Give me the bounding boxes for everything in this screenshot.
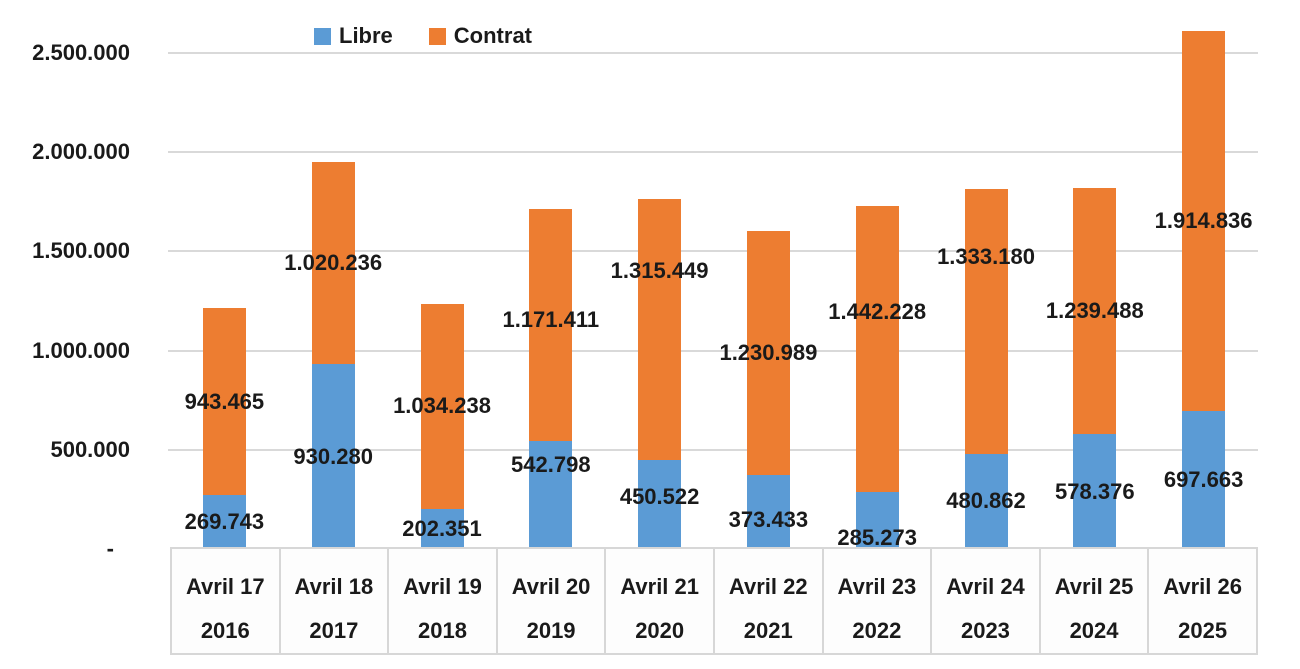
data-label-contrat: 1.020.236: [284, 250, 383, 276]
bar-segment-contrat: [746, 230, 790, 475]
y-tick-label: 2.000.000: [32, 139, 130, 165]
x-axis-cell: Avril 23 2022: [824, 549, 933, 653]
data-label-contrat: 1.333.180: [937, 244, 1035, 270]
bar-segment-contrat: [311, 162, 355, 365]
bar-segment-contrat: [638, 198, 682, 460]
x-axis-year-label: 2019: [526, 618, 576, 643]
y-tick-label: 1.000.000: [32, 337, 130, 363]
legend-label-contrat: Contrat: [453, 23, 533, 48]
y-tick-label: 500.000: [50, 436, 130, 462]
x-axis-year-label: 2022: [852, 618, 902, 643]
x-axis-year-label: 2020: [635, 618, 685, 643]
gridline: [168, 250, 1258, 253]
bar-segment-contrat: [1182, 30, 1226, 411]
x-axis-year-label: 2021: [743, 618, 793, 643]
data-label-contrat: 1.034.238: [393, 393, 491, 419]
x-axis-month-label: Avril 20: [511, 574, 591, 599]
y-tick-label: -: [106, 536, 114, 561]
x-axis-cell: Avril 21 2020: [606, 549, 715, 653]
bar-segment-contrat: [420, 303, 464, 509]
x-axis-year-label: 2024: [1069, 618, 1119, 643]
x-axis-cell: Avril 22 2021: [715, 549, 824, 653]
data-label-contrat: 1.239.488: [1045, 298, 1144, 324]
legend-item-contrat: Contrat: [428, 23, 533, 48]
y-tick-label: 1.500.000: [32, 238, 130, 264]
data-label-contrat: 1.442.228: [828, 299, 927, 325]
data-label-libre: 480.862: [946, 488, 1026, 514]
data-label-libre: 269.743: [184, 509, 265, 535]
bar-segment-libre: [855, 492, 899, 549]
data-label-libre: 285.273: [837, 524, 917, 550]
legend-label-libre: Libre: [339, 23, 393, 48]
x-axis-cell: Avril 18 2017: [281, 549, 390, 653]
x-axis-cell: Avril 26 2025: [1149, 549, 1256, 653]
gridline: [168, 448, 1258, 451]
x-axis-year-label: 2017: [309, 618, 359, 643]
y-tick-label: 2.500.000: [32, 40, 130, 65]
x-axis-cell: Avril 20 2019: [498, 549, 607, 653]
bar-segment-libre: [529, 441, 573, 549]
bar-segment-libre: [311, 364, 355, 549]
x-axis-cell: Avril 24 2023: [932, 549, 1041, 653]
x-axis-month-label: Avril 18: [294, 574, 374, 599]
x-axis-month-label: Avril 24: [946, 574, 1025, 599]
x-axis-year-label: 2023: [960, 618, 1010, 643]
bar-segment-libre: [964, 453, 1008, 549]
bar-segment-libre: [420, 508, 464, 549]
data-label-contrat: 1.230.989: [719, 339, 818, 365]
x-axis-cell: Avril 17 2016: [172, 549, 281, 653]
contrat-swatch-icon: [428, 27, 446, 45]
bar-segment-libre: [638, 459, 682, 549]
gridline: [168, 52, 1258, 54]
bar-segment-contrat: [964, 189, 1008, 454]
bar-segment-libre: [746, 474, 790, 549]
data-label-libre: 930.280: [293, 443, 373, 469]
x-axis-year-label: 2025: [1178, 618, 1228, 643]
x-axis-month-label: Avril 21: [620, 574, 700, 599]
x-axis-year-label: 2018: [418, 618, 467, 643]
libre-swatch-icon: [314, 27, 331, 45]
legend-item-libre: Libre: [314, 25, 393, 47]
bar-segment-libre: [202, 495, 246, 549]
data-label-contrat: 1.315.449: [610, 258, 709, 284]
x-axis-cell: Avril 25 2024: [1041, 549, 1150, 653]
x-axis-month-label: Avril 17: [185, 574, 265, 599]
data-label-libre: 542.798: [511, 452, 591, 478]
data-label-contrat: 943.465: [184, 388, 265, 414]
data-label-libre: 697.663: [1163, 466, 1244, 492]
gridline: [168, 349, 1258, 352]
x-axis-month-label: Avril 22: [728, 574, 808, 599]
data-label-libre: 450.522: [619, 484, 700, 510]
data-label-libre: 373.433: [728, 506, 809, 532]
data-label-libre: 578.376: [1055, 478, 1135, 504]
bar-segment-contrat: [855, 206, 899, 493]
data-label-contrat: 1.171.411: [502, 307, 600, 333]
bar-segment-libre: [1182, 410, 1226, 549]
bar-segment-libre: [1073, 434, 1117, 549]
bar-segment-contrat: [1073, 188, 1117, 435]
x-axis-cell: Avril 19 2018: [389, 549, 498, 653]
x-axis-table: Avril 17 2016 Avril 18 2017 Avril 19 2018 Avri…: [170, 547, 1258, 655]
x-axis-month-label: Avril 19: [403, 574, 482, 599]
bar-segment-contrat: [529, 208, 573, 442]
x-axis-month-label: Avril 26: [1163, 574, 1242, 599]
bar-segment-contrat: [202, 308, 246, 496]
x-axis-month-label: Avril 23: [837, 574, 917, 599]
x-axis-year-label: 2016: [200, 618, 250, 643]
gridline: [168, 151, 1258, 154]
data-label-libre: 202.351: [402, 515, 482, 541]
chart-legend: Libre Contrat: [314, 25, 532, 47]
data-label-contrat: 1.914.836: [1154, 207, 1253, 233]
x-axis-month-label: Avril 25: [1054, 574, 1134, 599]
